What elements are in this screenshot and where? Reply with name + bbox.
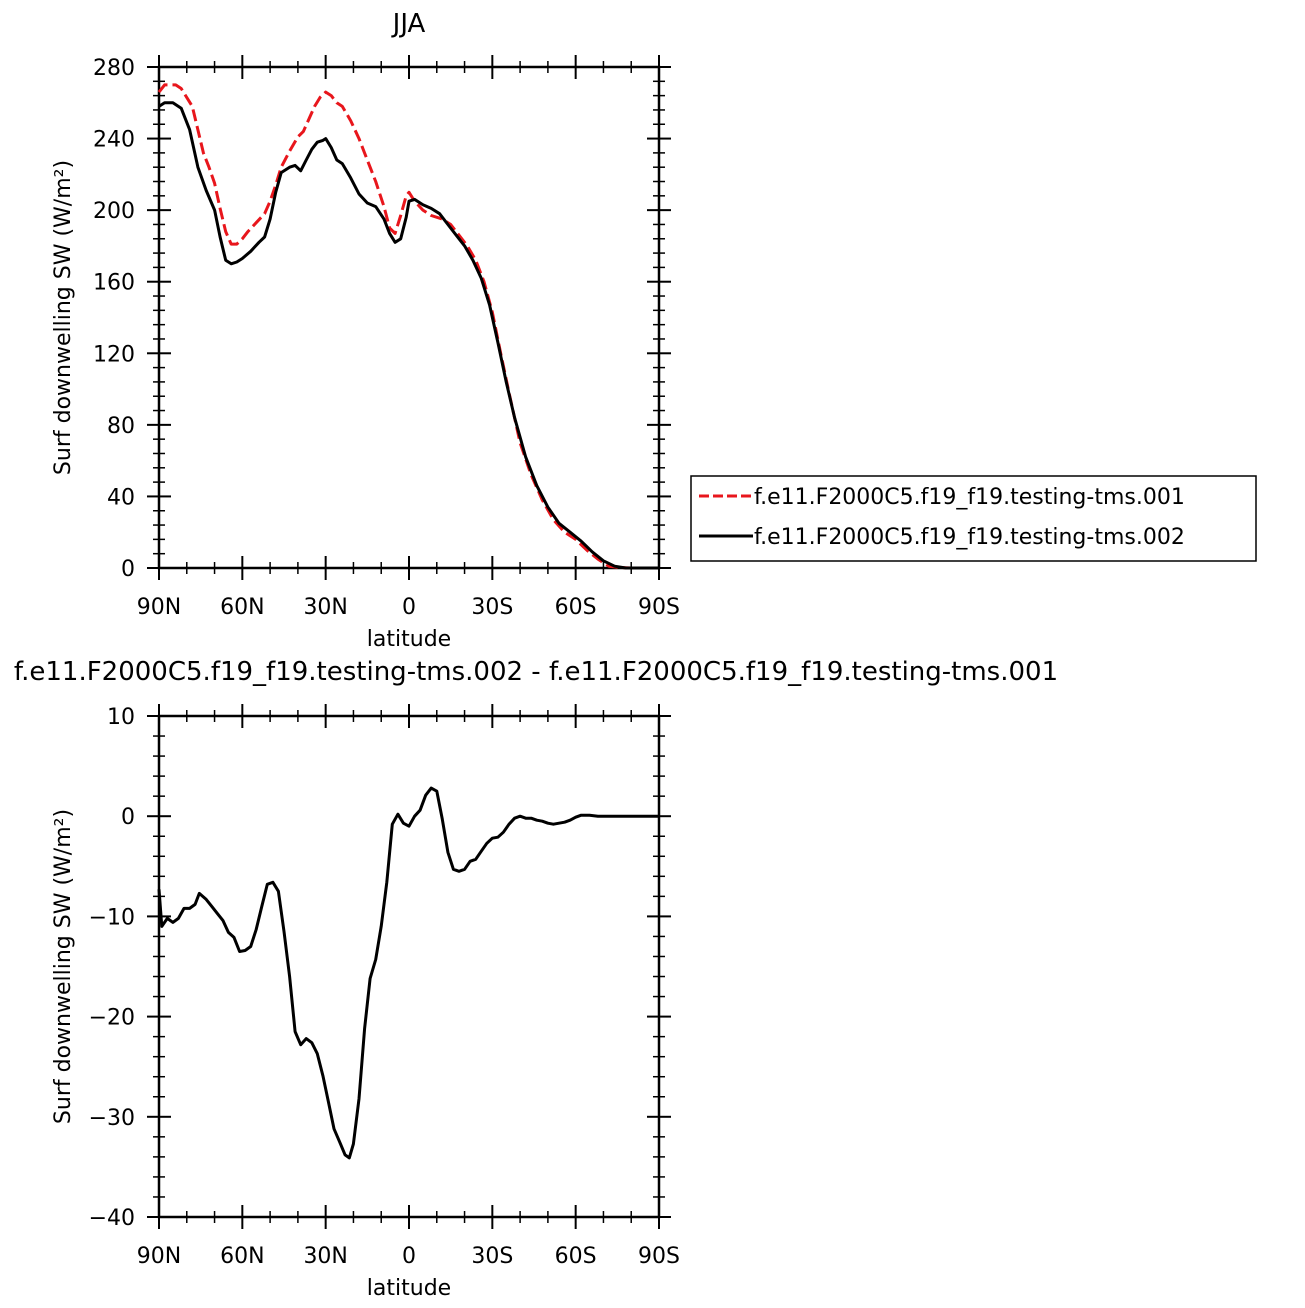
y-tick-label: 280 (93, 56, 135, 81)
top-panel: JJA 90N 60N 30N 0 30S 60S 90S 0 40 80 120 160 200 240 2… (51, 9, 1257, 652)
y-tick-label: −30 (89, 1106, 135, 1131)
x-tick-label: 90S (638, 1244, 680, 1269)
x-tick-label: 0 (402, 1244, 416, 1269)
plot-frame (157, 714, 661, 1219)
y-tick-label: −20 (89, 1006, 135, 1031)
y-tick-label: −40 (89, 1206, 135, 1231)
y-tick-label: 10 (107, 705, 135, 730)
y-tick-label: 0 (121, 557, 135, 582)
x-tick-label: 30N (303, 1244, 347, 1269)
y-tick-label: 80 (107, 414, 135, 439)
series-line-1 (157, 83, 659, 570)
plot-frame (157, 65, 661, 570)
y-tick-label: 120 (93, 342, 135, 367)
x-tick-label: 0 (402, 595, 416, 620)
x-tick-label: 90N (137, 1244, 181, 1269)
legend: f.e11.F2000C5.f19_f19.testing-tms.001 f.e… (690, 475, 1257, 562)
y-tick-label: 0 (121, 805, 135, 830)
x-tick-label: 90N (137, 595, 181, 620)
y-tick-label: 40 (107, 485, 135, 510)
x-axis-label: latitude (367, 1276, 451, 1301)
y-axis-label: Surf downwelling SW (W/m²) (51, 160, 76, 475)
x-tick-label: 60N (220, 1244, 264, 1269)
x-tick-label: 60N (220, 595, 264, 620)
y-axis-label: Surf downwelling SW (W/m²) (51, 809, 76, 1124)
bottom-panel: f.e11.F2000C5.f19_f19.testing-tms.002 - … (14, 657, 1058, 1301)
x-axis-label: latitude (367, 627, 451, 652)
y-tick-label: 240 (93, 128, 135, 153)
y-tick-label: 200 (93, 199, 135, 224)
x-tick-label: 60S (555, 1244, 597, 1269)
x-tick-label: 60S (555, 595, 597, 620)
y-tick-label: −10 (89, 905, 135, 930)
series-line-1 (157, 786, 659, 1160)
legend-label-2: f.e11.F2000C5.f19_f19.testing-tms.002 (754, 525, 1185, 550)
legend-box (690, 475, 1257, 562)
x-tick-label: 90S (638, 595, 680, 620)
chart-title: JJA (391, 9, 426, 39)
x-tick-label: 30S (471, 595, 513, 620)
x-tick-label: 30N (303, 595, 347, 620)
y-tick-label: 160 (93, 271, 135, 296)
series-line-2 (158, 101, 659, 570)
legend-label-1: f.e11.F2000C5.f19_f19.testing-tms.001 (754, 485, 1185, 510)
x-tick-label: 30S (471, 1244, 513, 1269)
chart-title: f.e11.F2000C5.f19_f19.testing-tms.002 - … (14, 657, 1058, 687)
